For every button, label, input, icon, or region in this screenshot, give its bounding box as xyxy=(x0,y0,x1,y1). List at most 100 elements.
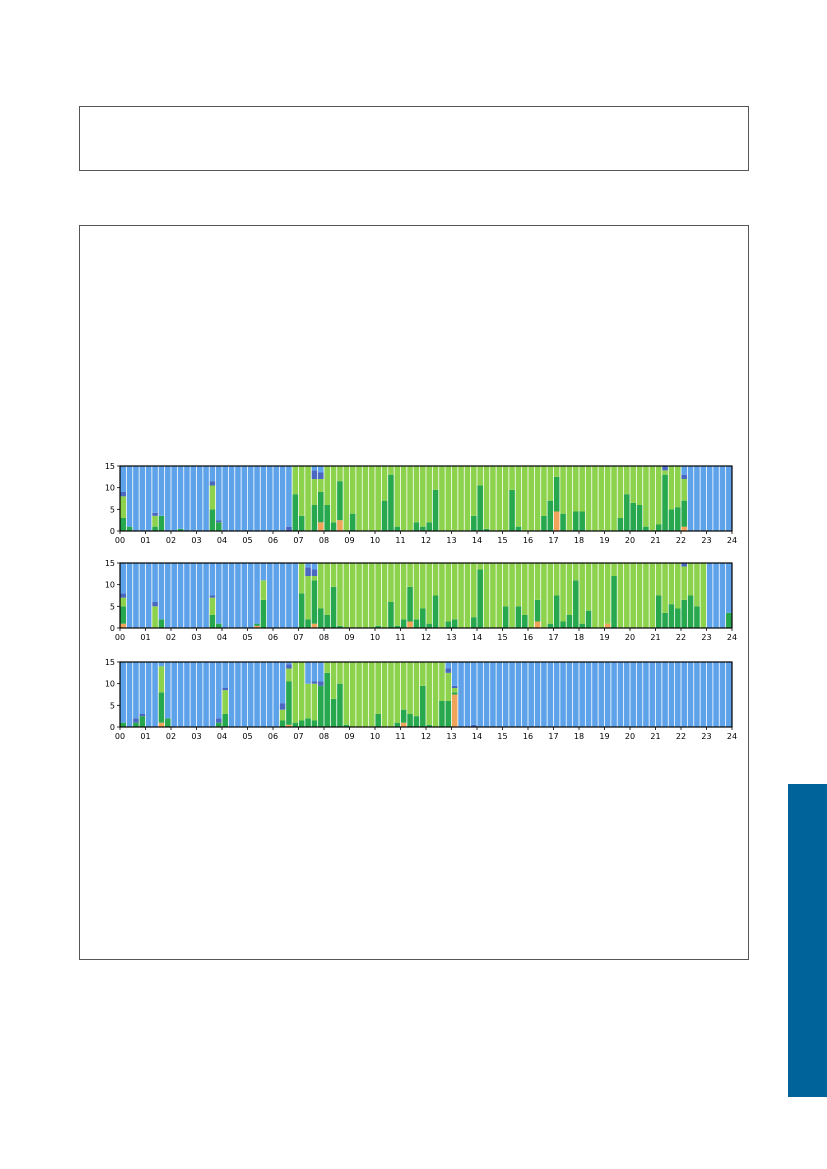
bar-segment xyxy=(560,513,566,531)
bar-segment xyxy=(228,662,235,727)
bar-segment xyxy=(617,662,624,727)
bar-segment xyxy=(413,563,420,620)
bar-segment xyxy=(662,662,668,727)
y-tick-label: 10 xyxy=(105,484,115,493)
bar-segment xyxy=(209,563,216,596)
bar-segment xyxy=(337,625,343,628)
bar-segment xyxy=(165,563,171,628)
x-tick-label: 18 xyxy=(574,732,584,741)
bar-segment xyxy=(451,619,458,628)
x-tick-label: 15 xyxy=(497,633,507,642)
bar-segment xyxy=(324,505,330,531)
bar-segment xyxy=(675,507,681,531)
bar-segment xyxy=(356,662,362,727)
bar-segment xyxy=(509,489,515,531)
x-tick-label: 24 xyxy=(727,536,737,545)
bar-segment xyxy=(133,563,139,628)
x-tick-label: 06 xyxy=(268,732,278,741)
bar-segment xyxy=(668,604,675,628)
bar-segment xyxy=(311,479,318,505)
bar-segment xyxy=(477,563,483,570)
bar-segment xyxy=(579,511,585,531)
bar-segment xyxy=(203,563,209,628)
bar-segment xyxy=(235,662,241,727)
bar-segment xyxy=(528,466,534,531)
bar-segment xyxy=(502,606,509,628)
bar-segment xyxy=(617,563,624,628)
bar-segment xyxy=(279,720,286,727)
bar-segment xyxy=(598,662,605,727)
bar-segment xyxy=(534,466,541,531)
bar-segment xyxy=(241,466,248,531)
bar-segment xyxy=(706,466,713,531)
bar-segment xyxy=(407,563,413,587)
bar-segment xyxy=(604,623,611,628)
bar-segment xyxy=(573,563,579,581)
x-tick-label: 10 xyxy=(370,732,380,741)
bar-segment xyxy=(579,623,585,628)
x-tick-label: 13 xyxy=(446,536,456,545)
bar-segment xyxy=(522,563,528,615)
bar-segment xyxy=(375,662,381,714)
bar-segment xyxy=(445,621,452,628)
x-tick-label: 12 xyxy=(421,633,431,642)
bar-segment xyxy=(668,563,675,605)
bar-segment xyxy=(636,662,643,727)
bar-segment xyxy=(490,662,496,727)
bar-segment xyxy=(286,724,292,727)
bar-segment xyxy=(668,662,675,727)
bar-segment xyxy=(343,724,350,727)
bar-segment xyxy=(222,690,228,714)
bar-segment xyxy=(585,610,592,628)
bar-segment xyxy=(573,662,579,727)
bar-segment xyxy=(305,576,311,620)
bar-segment xyxy=(126,526,133,531)
bar-segment xyxy=(349,513,356,531)
bar-segment xyxy=(133,722,139,727)
bar-segment xyxy=(311,576,318,581)
bar-segment xyxy=(643,466,649,527)
y-tick-label: 5 xyxy=(110,602,115,611)
bar-segment xyxy=(541,515,547,531)
bar-segment xyxy=(655,662,662,727)
x-tick-label: 06 xyxy=(268,633,278,642)
bar-segment xyxy=(120,466,126,492)
bar-segment xyxy=(636,563,643,628)
bar-segment xyxy=(260,580,267,600)
bar-segment xyxy=(675,608,681,628)
x-tick-label: 02 xyxy=(166,536,176,545)
bar-segment xyxy=(292,563,299,628)
bar-segment xyxy=(541,662,547,727)
bar-segment xyxy=(139,716,146,727)
bar-segment xyxy=(337,683,343,727)
bar-segment xyxy=(547,662,554,727)
x-tick-label: 21 xyxy=(650,732,660,741)
bar-segment xyxy=(267,563,273,628)
bar-segment xyxy=(133,662,139,719)
bar-segment xyxy=(311,623,318,628)
x-tick-label: 01 xyxy=(140,536,150,545)
bar-segment xyxy=(216,722,222,727)
bar-segment xyxy=(477,569,483,628)
bar-segment xyxy=(662,612,668,628)
bar-segment xyxy=(139,662,146,714)
bar-segment xyxy=(407,466,413,531)
bar-segment xyxy=(394,466,401,527)
bar-segment xyxy=(311,563,318,570)
bar-segment xyxy=(611,466,617,531)
bar-segment xyxy=(209,615,216,628)
bar-segment xyxy=(451,692,458,695)
bar-segment xyxy=(375,714,381,727)
bar-segment xyxy=(184,466,190,531)
bar-segment xyxy=(152,466,158,513)
bar-segment xyxy=(158,515,165,531)
x-tick-label: 01 xyxy=(140,633,150,642)
bar-segment xyxy=(719,563,726,628)
bar-segment xyxy=(349,466,356,514)
bar-segment xyxy=(426,563,432,624)
bar-segment xyxy=(177,563,184,628)
bar-segment xyxy=(241,563,248,628)
bar-segment xyxy=(534,621,541,628)
bar-segment xyxy=(706,662,713,727)
bar-segment xyxy=(700,563,707,628)
